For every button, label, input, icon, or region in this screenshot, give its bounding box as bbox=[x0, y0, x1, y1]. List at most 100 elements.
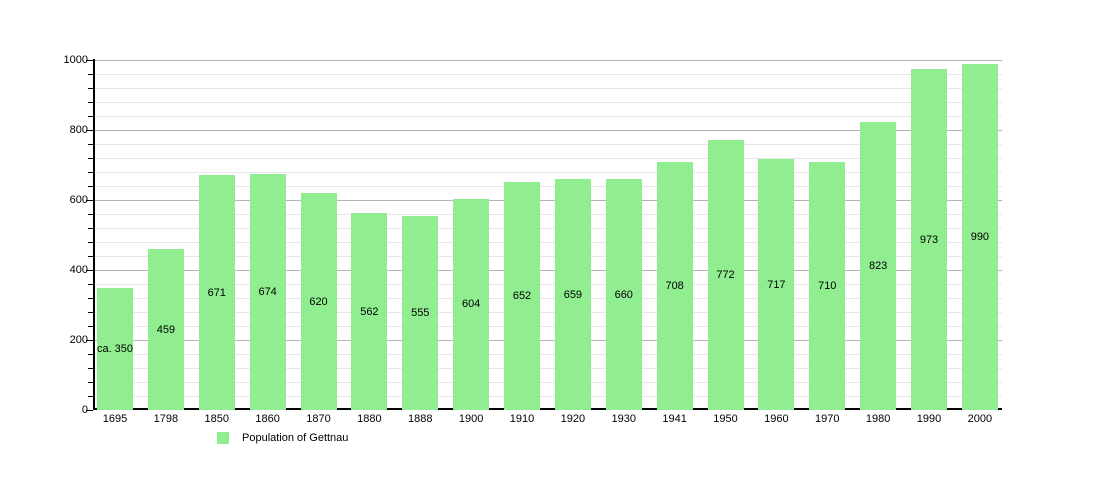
x-axis-label: 1980 bbox=[865, 413, 891, 425]
bar-value-label: 973 bbox=[919, 233, 939, 246]
bar-value-label: 620 bbox=[309, 295, 328, 308]
bar-slot: 555 bbox=[402, 60, 439, 410]
y-tick bbox=[88, 297, 93, 299]
bar-1990: 973 bbox=[911, 69, 947, 410]
y-axis-label: 600 bbox=[69, 194, 88, 206]
major-gridline bbox=[95, 59, 1002, 61]
bar-1798: 459 bbox=[147, 249, 184, 410]
minor-gridline bbox=[95, 87, 1002, 89]
bar-1941: 708 bbox=[656, 162, 693, 410]
y-tick bbox=[88, 283, 93, 285]
legend-swatch-icon bbox=[217, 432, 229, 444]
bar-value-label: 717 bbox=[767, 278, 786, 291]
bar-value-label: 652 bbox=[512, 289, 532, 302]
x-axis-label: 1850 bbox=[204, 413, 229, 425]
y-axis-label: 400 bbox=[69, 264, 88, 276]
minor-gridline bbox=[95, 73, 1002, 75]
y-tick bbox=[88, 255, 93, 257]
y-tick bbox=[86, 409, 93, 411]
x-axis-label: 1888 bbox=[408, 413, 433, 425]
bar-1695: ca. 350 bbox=[97, 287, 133, 410]
y-tick bbox=[88, 367, 93, 369]
x-axis-label: 1870 bbox=[306, 413, 331, 425]
bar-slot: ca. 350 bbox=[97, 60, 133, 410]
bar-value-label: 659 bbox=[563, 288, 583, 301]
y-tick bbox=[88, 311, 93, 313]
major-gridline bbox=[95, 269, 1002, 271]
bar-1970: 710 bbox=[809, 161, 846, 410]
major-gridline bbox=[95, 199, 1002, 201]
bar-slot: 772 bbox=[707, 60, 744, 410]
bar-1880: 562 bbox=[351, 213, 388, 410]
y-tick bbox=[86, 129, 93, 131]
bar-1950: 772 bbox=[707, 139, 744, 410]
x-axis-label: 1941 bbox=[662, 413, 687, 425]
legend-label: Population of Gettnau bbox=[242, 432, 349, 444]
bar-1910: 652 bbox=[504, 181, 540, 410]
bar-slot: 562 bbox=[351, 60, 388, 410]
minor-gridline bbox=[95, 101, 1002, 103]
x-axis-labels: 1695 1798 1850 1860 1870 1880 1888 1900 1910 1920… bbox=[97, 413, 998, 425]
y-tick bbox=[88, 185, 93, 187]
y-tick bbox=[86, 339, 93, 341]
y-axis-label: 0 bbox=[81, 404, 88, 416]
bar-1960: 717 bbox=[758, 159, 795, 410]
y-tick bbox=[88, 87, 93, 89]
bar-2000: 990 bbox=[961, 63, 998, 410]
x-axis-label: 1900 bbox=[458, 413, 484, 425]
minor-gridline bbox=[95, 213, 1002, 215]
y-axis-label: 800 bbox=[69, 124, 88, 136]
bar-slot: 620 bbox=[300, 60, 337, 410]
x-axis-label: 1950 bbox=[713, 413, 738, 425]
y-tick bbox=[88, 73, 93, 75]
bar-value-label: 671 bbox=[207, 286, 226, 299]
y-tick bbox=[88, 227, 93, 229]
bar-1980: 823 bbox=[860, 121, 897, 410]
x-axis-label: 2000 bbox=[967, 413, 993, 425]
bar-1850: 671 bbox=[198, 175, 235, 410]
bar-value-label: 674 bbox=[258, 286, 277, 299]
bar-slot: 604 bbox=[453, 60, 490, 410]
bar-slot: 717 bbox=[758, 60, 795, 410]
y-tick bbox=[88, 395, 93, 397]
y-tick bbox=[88, 325, 93, 327]
bar-1888: 555 bbox=[402, 215, 439, 410]
minor-gridline bbox=[95, 241, 1002, 243]
minor-gridline bbox=[95, 381, 1002, 383]
x-axis-label: 1930 bbox=[611, 413, 636, 425]
bar-slot: 674 bbox=[249, 60, 286, 410]
bar-value-label: 990 bbox=[970, 230, 990, 243]
minor-gridline bbox=[95, 227, 1002, 229]
minor-gridline bbox=[95, 171, 1002, 173]
y-tick bbox=[88, 381, 93, 383]
bar-1860: 674 bbox=[249, 174, 286, 410]
y-axis-label: 200 bbox=[69, 334, 88, 346]
major-gridline bbox=[95, 339, 1002, 341]
bar-1920: 659 bbox=[554, 179, 591, 410]
y-tick bbox=[88, 171, 93, 173]
minor-gridline bbox=[95, 367, 1002, 369]
bar-slot: 652 bbox=[504, 60, 540, 410]
bar-slot: 708 bbox=[656, 60, 693, 410]
bar-slot: 823 bbox=[860, 60, 897, 410]
plot-area bbox=[95, 59, 1002, 410]
bar-value-label: 772 bbox=[716, 268, 735, 281]
minor-gridline bbox=[95, 185, 1002, 187]
bar-1930: 660 bbox=[605, 179, 642, 410]
y-tick bbox=[88, 241, 93, 243]
y-tick bbox=[88, 101, 93, 103]
bar-value-label: 660 bbox=[614, 288, 633, 301]
bar-value-label: 823 bbox=[868, 259, 888, 272]
minor-gridline bbox=[95, 157, 1002, 159]
minor-gridline bbox=[95, 115, 1002, 117]
minor-gridline bbox=[95, 353, 1002, 355]
x-axis-label: 1990 bbox=[916, 413, 942, 425]
bar-slot: 710 bbox=[809, 60, 846, 410]
bar-value-label: 604 bbox=[461, 298, 481, 311]
x-axis-line bbox=[93, 408, 1002, 410]
bars-row: ca. 350 459 671 674 620 562 555 604 652 659 660 708… bbox=[97, 60, 998, 410]
bar-slot: 671 bbox=[198, 60, 235, 410]
bar-value-label: 708 bbox=[665, 280, 684, 293]
minor-gridline bbox=[95, 311, 1002, 313]
